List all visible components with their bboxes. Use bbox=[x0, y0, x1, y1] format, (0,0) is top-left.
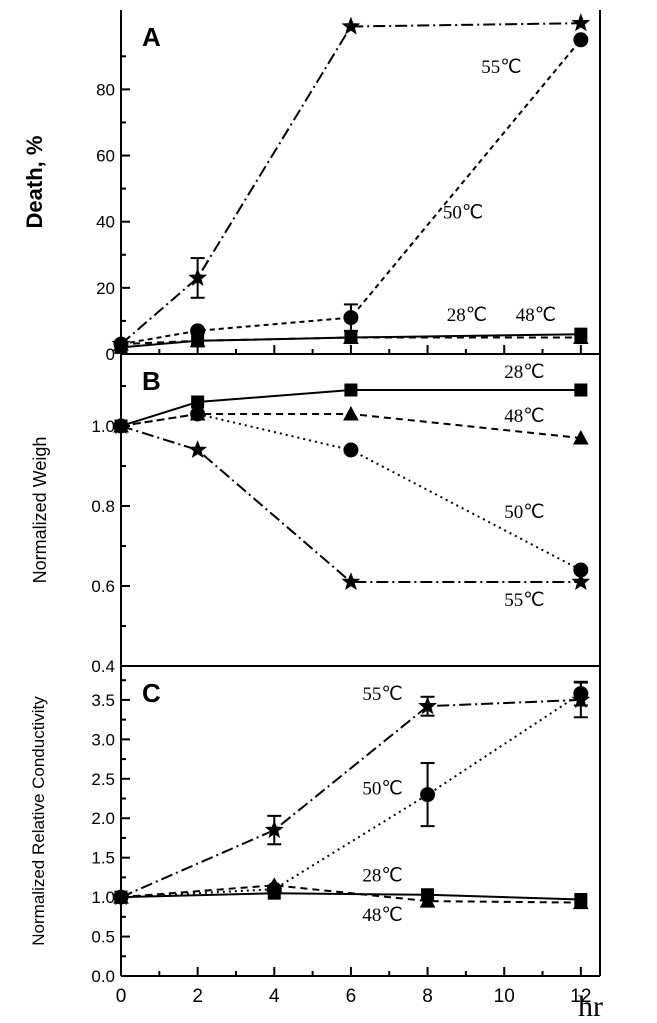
series-annotation: 50℃ bbox=[504, 502, 544, 523]
y-tick-label: 0.6 bbox=[91, 577, 115, 596]
y-tick-label: 0 bbox=[106, 345, 115, 364]
panel-letter: B bbox=[142, 366, 161, 396]
data-point-star bbox=[111, 416, 131, 435]
data-point-square bbox=[344, 383, 358, 397]
series-line bbox=[120, 333, 581, 349]
panel-c: 0.0 0.5 1.0 1.5 2.0 2.5 3.0 3.5 Normalized Relat… bbox=[29, 666, 601, 986]
data-point-triangle bbox=[113, 889, 129, 904]
data-point-star bbox=[571, 13, 591, 32]
series-line bbox=[120, 884, 581, 904]
x-tick-label: 8 bbox=[422, 986, 433, 1007]
data-point-star bbox=[264, 820, 284, 839]
panel-letter: A bbox=[142, 22, 161, 52]
y-tick-label: 2.0 bbox=[91, 809, 115, 828]
series-line bbox=[120, 698, 581, 899]
data-point-star bbox=[188, 267, 208, 286]
data-point-circle bbox=[343, 442, 359, 458]
data-point-star bbox=[571, 572, 591, 591]
series-annotation: 55℃ bbox=[481, 57, 521, 78]
data-point-triangle bbox=[266, 877, 283, 892]
series-annotation: 28℃ bbox=[504, 362, 544, 383]
series-annotation: 48℃ bbox=[516, 305, 556, 326]
y-tick-label: 2.5 bbox=[91, 770, 115, 789]
x-tick-label: 6 bbox=[346, 986, 357, 1007]
series-annotation: 48℃ bbox=[504, 406, 544, 427]
y-tick-label: 60 bbox=[96, 147, 115, 166]
data-point-circle bbox=[420, 787, 436, 803]
data-point-triangle bbox=[573, 429, 589, 445]
series-annotation: 48℃ bbox=[362, 905, 402, 926]
series-line bbox=[120, 412, 582, 571]
series bbox=[111, 416, 591, 591]
series bbox=[113, 32, 589, 352]
y-tick-label: 3.5 bbox=[91, 691, 115, 710]
panel-b: 0.4 0.6 0.8 1.0 Normalized Weigh B 28℃ 48℃ 50℃ 55… bbox=[30, 354, 601, 676]
series bbox=[113, 406, 589, 578]
data-point-square bbox=[191, 334, 205, 348]
panel-a: 0 20 40 60 80 Death, % A 55℃ 50℃ 28℃ 48℃ bbox=[22, 10, 601, 364]
y-tick-label: 1.0 bbox=[91, 888, 115, 907]
data-point-square bbox=[114, 340, 128, 354]
data-point-circle bbox=[573, 686, 589, 702]
shared-x-axis: 0 2 4 6 8 10 12 bbox=[116, 986, 592, 1007]
x-tick-label: 0 bbox=[116, 986, 127, 1007]
panel-letter: C bbox=[142, 678, 161, 708]
y-tick-label: 0.4 bbox=[91, 657, 115, 676]
x-unit-label: hr bbox=[578, 990, 603, 1023]
series-annotation: 55℃ bbox=[362, 684, 402, 705]
y-tick-label: 40 bbox=[96, 213, 115, 232]
series-line bbox=[120, 413, 581, 439]
y-tick-label: 0.5 bbox=[91, 928, 115, 947]
y-tick-label: 0.0 bbox=[91, 967, 115, 986]
x-tick-label: 4 bbox=[269, 986, 280, 1007]
data-point-star bbox=[341, 16, 361, 35]
data-point-circle bbox=[190, 406, 206, 422]
y-tick-label: 3.0 bbox=[91, 730, 115, 749]
series bbox=[113, 877, 589, 910]
series-line bbox=[120, 39, 582, 346]
data-point-star bbox=[341, 572, 361, 591]
series-line bbox=[120, 22, 581, 345]
series-annotation: 50℃ bbox=[443, 202, 483, 223]
y-axis-label: Death, % bbox=[22, 136, 47, 229]
y-tick-label: 1.5 bbox=[91, 849, 115, 868]
data-point-square bbox=[574, 383, 588, 397]
series bbox=[111, 681, 591, 906]
data-point-square bbox=[344, 330, 358, 344]
data-point-star bbox=[418, 696, 437, 715]
data-point-square bbox=[574, 327, 588, 341]
y-tick-label: 20 bbox=[96, 279, 115, 298]
data-point-triangle bbox=[419, 893, 436, 908]
series-annotation: 50℃ bbox=[362, 779, 402, 800]
x-tick-label: 10 bbox=[494, 986, 515, 1007]
data-point-star bbox=[188, 440, 208, 459]
series bbox=[113, 680, 589, 905]
series bbox=[114, 327, 588, 354]
series-line bbox=[120, 336, 581, 346]
series-line bbox=[120, 389, 581, 427]
series-annotation: 28℃ bbox=[447, 305, 487, 326]
y-tick-label: 1.0 bbox=[91, 417, 115, 436]
x-tick-label: 12 bbox=[570, 986, 591, 1007]
y-axis-label: Normalized Weigh bbox=[30, 437, 50, 584]
data-point-circle bbox=[343, 310, 359, 326]
y-axis-label: Normalized Relative Conductivity bbox=[29, 696, 48, 946]
series-annotation: 28℃ bbox=[362, 865, 402, 886]
series-line bbox=[120, 425, 581, 583]
series-annotation: 55℃ bbox=[504, 590, 544, 611]
data-point-triangle bbox=[343, 405, 359, 421]
y-tick-label: 0.8 bbox=[91, 497, 115, 516]
y-tick-label: 80 bbox=[96, 80, 115, 99]
x-tick-label: 2 bbox=[192, 986, 203, 1007]
data-point-triangle bbox=[573, 894, 589, 910]
data-point-circle bbox=[573, 32, 589, 48]
